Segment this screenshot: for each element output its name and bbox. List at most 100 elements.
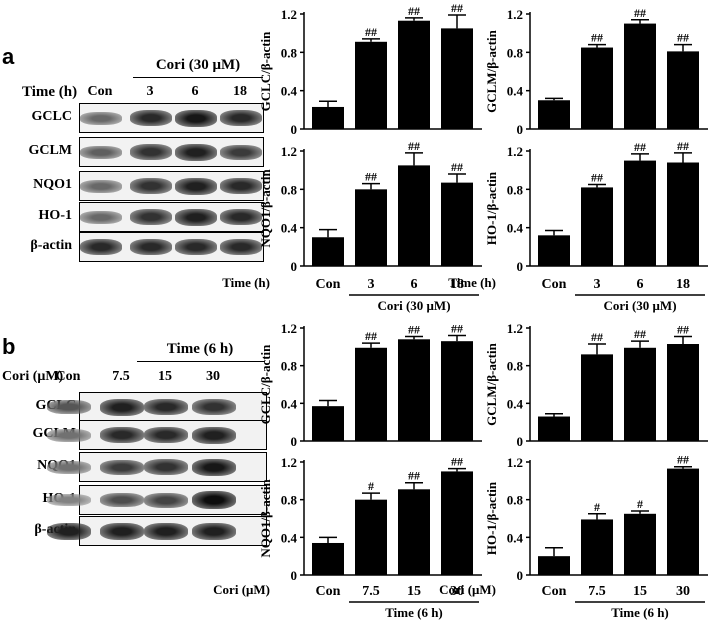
significance-mark: ## bbox=[677, 31, 689, 45]
x-tick-label: 3 bbox=[368, 277, 375, 292]
significance-mark: ## bbox=[591, 171, 603, 185]
blot-b-group-label: Time (6 h) bbox=[166, 341, 234, 357]
y-tick-label: 0.4 bbox=[281, 396, 298, 411]
lane-label-Con: Con bbox=[87, 84, 113, 99]
blot-band bbox=[100, 398, 144, 416]
y-tick-label: 1.2 bbox=[281, 455, 297, 470]
y-tick-label: 0.4 bbox=[507, 221, 524, 236]
bar bbox=[538, 416, 570, 441]
panel-letter-b: b bbox=[2, 334, 16, 359]
x-tick-label: Con bbox=[542, 277, 567, 292]
significance-mark: # bbox=[594, 500, 600, 514]
y-tick-label: 0 bbox=[517, 568, 524, 583]
y-axis-label: GCLC/β-actin bbox=[258, 31, 273, 112]
x-axis-title: Time (h) bbox=[222, 275, 270, 290]
bar bbox=[667, 344, 699, 441]
blot-band bbox=[220, 239, 262, 255]
significance-mark: ## bbox=[591, 31, 603, 45]
x-group-label: Cori (30 μM) bbox=[603, 298, 676, 313]
y-axis-label: GCLM/β-actin bbox=[484, 342, 499, 425]
x-tick-label: 30 bbox=[676, 584, 690, 599]
x-tick-label: 3 bbox=[594, 277, 601, 292]
significance-mark: ## bbox=[634, 140, 646, 154]
blot-strip bbox=[79, 137, 264, 167]
blot-b-row-header: Cori (μM) bbox=[2, 369, 64, 384]
significance-mark: # bbox=[368, 479, 374, 493]
y-axis-label: GCLC/β-actin bbox=[258, 344, 273, 425]
y-tick-label: 0 bbox=[517, 434, 524, 449]
blot-band bbox=[80, 111, 122, 125]
blot-band bbox=[144, 459, 188, 475]
x-tick-label: 15 bbox=[407, 584, 421, 599]
y-tick-label: 0.8 bbox=[281, 359, 298, 374]
x-tick-label: 7.5 bbox=[588, 584, 606, 599]
x-axis-title: Cori (μM) bbox=[439, 582, 496, 597]
x-tick-label: 6 bbox=[411, 277, 418, 292]
significance-mark: ## bbox=[634, 6, 646, 20]
blot-band bbox=[80, 145, 122, 159]
blot-band bbox=[220, 144, 262, 160]
blot-band bbox=[130, 110, 172, 126]
lane-label-6: 6 bbox=[191, 84, 199, 99]
blot-band bbox=[144, 492, 188, 508]
y-tick-label: 0 bbox=[291, 434, 298, 449]
blot-row-label: GCLM bbox=[28, 143, 72, 158]
significance-mark: ## bbox=[365, 25, 377, 39]
x-axis-title: Cori (μM) bbox=[213, 582, 270, 597]
blot-a-group-line bbox=[133, 77, 263, 78]
significance-mark: ## bbox=[408, 139, 420, 153]
blot-band bbox=[144, 399, 188, 415]
significance-mark: ## bbox=[408, 4, 420, 18]
bar bbox=[355, 347, 387, 441]
significance-mark: ## bbox=[365, 170, 377, 184]
y-tick-label: 0.4 bbox=[281, 221, 298, 236]
y-tick-label: 0.8 bbox=[507, 493, 524, 508]
blot-band bbox=[220, 209, 262, 225]
x-group-label: Time (6 h) bbox=[611, 605, 669, 620]
y-tick-label: 0.8 bbox=[507, 359, 524, 374]
significance-mark: ## bbox=[451, 322, 463, 336]
bar bbox=[398, 489, 430, 575]
bar bbox=[538, 235, 570, 266]
bar bbox=[624, 160, 656, 266]
x-tick-label: Con bbox=[542, 584, 567, 599]
bar bbox=[624, 513, 656, 575]
blot-row-label: HO-1 bbox=[38, 208, 72, 223]
significance-mark: ## bbox=[451, 1, 463, 15]
bar bbox=[398, 165, 430, 266]
y-tick-label: 0.8 bbox=[507, 45, 524, 60]
y-axis-label: GCLM/β-actin bbox=[484, 29, 499, 112]
lane-label-30: 30 bbox=[206, 369, 220, 384]
significance-mark: ## bbox=[451, 455, 463, 469]
x-tick-label: 30 bbox=[450, 584, 464, 599]
y-tick-label: 0.4 bbox=[507, 84, 524, 99]
blot-band bbox=[100, 459, 144, 475]
x-tick-label: 6 bbox=[637, 277, 644, 292]
bar bbox=[581, 187, 613, 266]
blot-band bbox=[192, 522, 236, 540]
x-tick-label: 18 bbox=[676, 277, 690, 292]
blot-band bbox=[47, 460, 91, 474]
bar bbox=[667, 51, 699, 129]
blot-band bbox=[47, 494, 91, 506]
blot-band bbox=[130, 144, 172, 160]
blot-row-label: NQO1 bbox=[33, 177, 72, 192]
blot-band bbox=[175, 177, 217, 195]
blot-band bbox=[175, 109, 217, 127]
bar bbox=[312, 406, 344, 441]
blot-strip bbox=[47, 516, 267, 546]
blot-band bbox=[192, 399, 236, 415]
blot-band bbox=[100, 522, 144, 540]
x-axis-title: Time (h) bbox=[448, 275, 496, 290]
y-tick-label: 0 bbox=[517, 122, 524, 137]
significance-mark: ## bbox=[408, 322, 420, 336]
lane-label-7_5: 7.5 bbox=[112, 369, 130, 384]
blot-band bbox=[80, 179, 122, 193]
y-tick-label: 1.2 bbox=[281, 321, 297, 336]
blot-band bbox=[175, 239, 217, 255]
bar bbox=[441, 471, 473, 575]
lane-label-18: 18 bbox=[233, 84, 247, 99]
blot-strip bbox=[47, 485, 267, 515]
x-tick-label: 7.5 bbox=[362, 584, 380, 599]
